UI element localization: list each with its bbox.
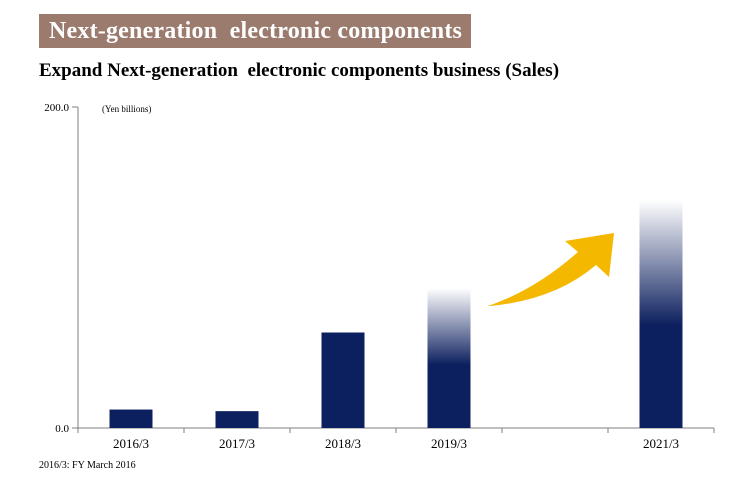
y-axis-unit-label: (Yen billions) [102,104,151,114]
growth-arrow-icon [488,233,614,306]
bar-2021-3 [639,200,683,428]
y-tick-label: 200.0 [44,102,69,114]
x-tick-label: 2018/3 [325,436,361,451]
y-tick-label: 0.0 [55,423,69,435]
section-banner: Next-generation electronic components [39,14,471,48]
bar-2017-3 [215,411,259,428]
footnote: 2016/3: FY March 2016 [39,460,136,471]
chart-subtitle: Expand Next-generation electronic compon… [39,60,560,81]
bar-2016-3 [109,409,153,428]
x-tick-label: 2017/3 [219,436,255,451]
x-tick-label: 2019/3 [431,436,467,451]
x-tick-label: 2021/3 [643,436,679,451]
x-tick-label: 2016/3 [113,436,149,451]
bar-2019-3 [427,288,471,428]
bar-2018-3 [321,332,365,428]
banner-title: Next-generation electronic components [49,17,463,44]
